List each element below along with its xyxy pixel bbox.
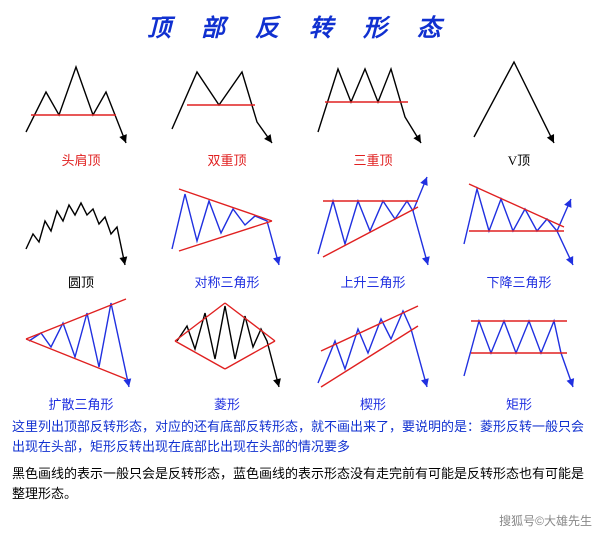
chart-sym-triangle [157, 169, 297, 274]
pattern-expand-triangle: 扩散三角形 [8, 291, 154, 413]
pattern-grid: 头肩顶 双重顶 三重顶 V顶圆顶 对称三角形 上升三角形 下降三角形扩散三角形 菱形 楔形 矩形 [0, 47, 600, 413]
chart-double-top [157, 47, 297, 152]
pattern-diamond: 菱形 [154, 291, 300, 413]
chart-rectangle [449, 291, 589, 396]
chart-v-top [449, 47, 589, 152]
chart-expand-triangle [11, 291, 151, 396]
pattern-sym-triangle: 对称三角形 [154, 169, 300, 291]
label-v-top: V顶 [508, 150, 530, 169]
pattern-asc-triangle: 上升三角形 [300, 169, 446, 291]
pattern-round-top: 圆顶 [8, 169, 154, 291]
label-triple-top: 三重顶 [353, 150, 392, 169]
page-title: 顶 部 反 转 形 态 [0, 0, 600, 47]
chart-desc-triangle [449, 169, 589, 274]
label-round-top: 圆顶 [68, 272, 94, 291]
chart-triple-top [303, 47, 443, 152]
pattern-double-top: 双重顶 [154, 47, 300, 169]
label-expand-triangle: 扩散三角形 [48, 394, 113, 413]
chart-asc-triangle [303, 169, 443, 274]
chart-head-shoulders [11, 47, 151, 152]
pattern-desc-triangle: 下降三角形 [446, 169, 592, 291]
label-rectangle: 矩形 [506, 394, 532, 413]
label-double-top: 双重顶 [207, 150, 246, 169]
watermark: 搜狐号©大雄先生 [499, 512, 592, 529]
chart-diamond [157, 291, 297, 396]
description-2: 黑色画线的表示一般只会是反转形态，蓝色画线的表示形态没有走完前有可能是反转形态也… [0, 460, 600, 507]
chart-round-top [11, 169, 151, 274]
pattern-v-top: V顶 [446, 47, 592, 169]
pattern-triple-top: 三重顶 [300, 47, 446, 169]
label-diamond: 菱形 [214, 394, 240, 413]
pattern-rectangle: 矩形 [446, 291, 592, 413]
label-asc-triangle: 上升三角形 [340, 272, 405, 291]
label-wedge: 楔形 [360, 394, 386, 413]
chart-wedge [303, 291, 443, 396]
label-sym-triangle: 对称三角形 [194, 272, 259, 291]
description-1: 这里列出顶部反转形态，对应的还有底部反转形态，就不画出来了，要说明的是：菱形反转… [0, 413, 600, 460]
pattern-wedge: 楔形 [300, 291, 446, 413]
label-desc-triangle: 下降三角形 [486, 272, 551, 291]
pattern-head-shoulders: 头肩顶 [8, 47, 154, 169]
label-head-shoulders: 头肩顶 [61, 150, 100, 169]
